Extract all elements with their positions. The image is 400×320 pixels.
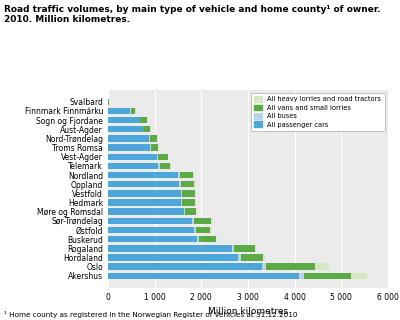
Bar [241, 254, 263, 261]
Bar [304, 273, 351, 279]
Bar [238, 254, 241, 261]
Bar [131, 108, 135, 114]
Bar [263, 254, 265, 261]
Text: Road traffic volumes, by main type of vehicle and home county¹ of owner.
2010. M: Road traffic volumes, by main type of ve… [4, 5, 380, 24]
Bar [140, 117, 147, 123]
Bar [184, 209, 186, 215]
Bar [158, 144, 159, 151]
Bar [181, 190, 182, 196]
Bar [262, 263, 266, 270]
Bar [108, 227, 194, 233]
Bar [182, 199, 195, 206]
Bar [157, 154, 158, 160]
Bar [108, 245, 232, 252]
Bar [108, 236, 197, 242]
Bar [158, 154, 168, 160]
Bar [108, 163, 158, 169]
X-axis label: Million kilometres: Million kilometres [208, 308, 288, 316]
Bar [186, 209, 196, 215]
Bar [108, 144, 150, 151]
Bar [210, 227, 212, 233]
Bar [108, 218, 192, 224]
Bar [108, 273, 299, 279]
Bar [181, 199, 182, 206]
Bar [232, 245, 234, 252]
Legend: All heavy lorries and road tractors, All vans and small lorries, All buses, All : All heavy lorries and road tractors, All… [251, 93, 385, 131]
Bar [180, 172, 193, 178]
Bar [143, 126, 150, 132]
Bar [108, 209, 184, 215]
Bar [130, 108, 131, 114]
Bar [195, 190, 196, 196]
Bar [194, 218, 211, 224]
Bar [315, 263, 329, 270]
Bar [108, 254, 238, 261]
Bar [211, 218, 212, 224]
Bar [108, 154, 157, 160]
Bar [196, 209, 197, 215]
Bar [150, 135, 158, 142]
Bar [108, 108, 130, 114]
Bar [193, 172, 194, 178]
Bar [160, 163, 170, 169]
Bar [108, 172, 178, 178]
Bar [195, 199, 196, 206]
Bar [254, 245, 256, 252]
Bar [216, 236, 218, 242]
Bar [182, 190, 195, 196]
Bar [147, 117, 148, 123]
Bar [150, 126, 151, 132]
Bar [194, 227, 196, 233]
Bar [108, 190, 181, 196]
Bar [194, 181, 196, 188]
Bar [135, 108, 136, 114]
Bar [197, 236, 199, 242]
Bar [199, 236, 216, 242]
Bar [196, 227, 210, 233]
Bar [234, 245, 254, 252]
Bar [108, 126, 142, 132]
Bar [151, 144, 158, 151]
Bar [150, 144, 151, 151]
Bar [351, 273, 367, 279]
Bar [149, 135, 150, 142]
Text: ¹ Home county as registered in the Norwegian Register of Vehicles at 31.12.2010: ¹ Home county as registered in the Norwe… [4, 311, 298, 318]
Bar [142, 126, 143, 132]
Bar [108, 181, 179, 188]
Bar [180, 181, 194, 188]
Bar [108, 199, 181, 206]
Bar [108, 117, 140, 123]
Bar [179, 181, 180, 188]
Bar [158, 163, 160, 169]
Bar [192, 218, 194, 224]
Bar [266, 263, 315, 270]
Bar [108, 263, 262, 270]
Bar [178, 172, 180, 178]
Bar [108, 135, 149, 142]
Bar [299, 273, 304, 279]
